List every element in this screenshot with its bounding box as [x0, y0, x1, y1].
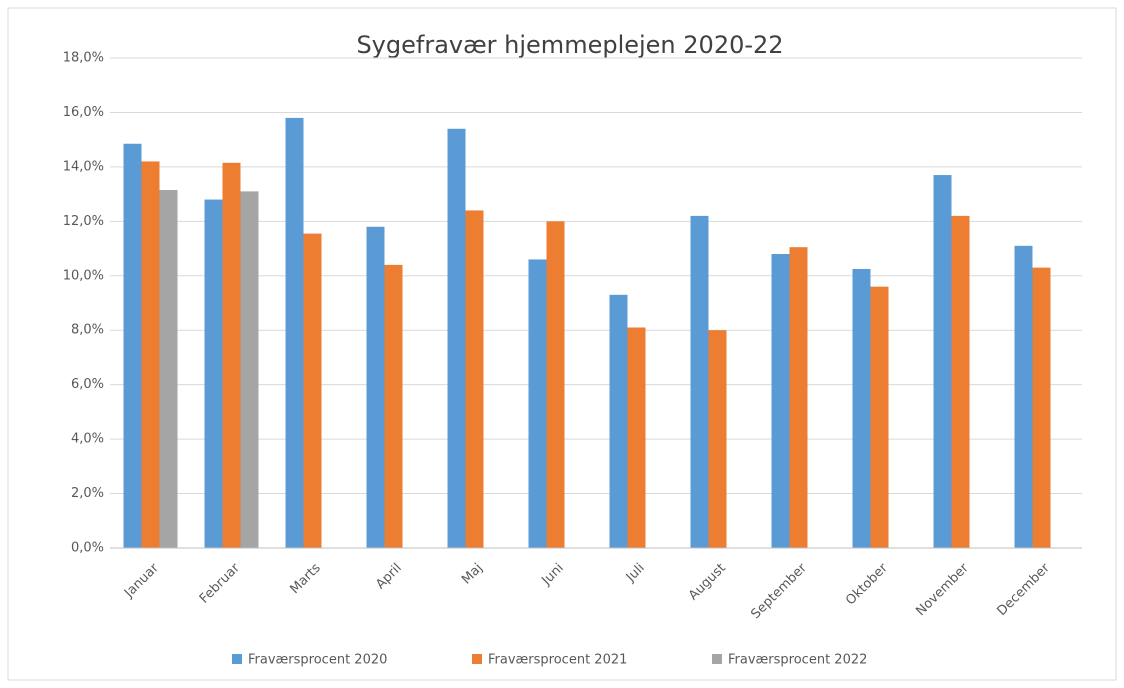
legend-label: Fraværsprocent 2022 — [728, 653, 867, 668]
legend-swatch — [472, 654, 482, 664]
y-tick-label: 8,0% — [71, 323, 104, 338]
y-tick-label: 10,0% — [63, 268, 104, 283]
bar — [204, 199, 223, 549]
legend-swatch — [232, 654, 242, 664]
y-tick-label: 6,0% — [71, 377, 104, 392]
bar — [222, 162, 241, 549]
bar — [384, 264, 403, 548]
bar — [789, 247, 808, 548]
bar — [123, 143, 142, 548]
bar — [1014, 245, 1033, 549]
y-tick-label: 0,0% — [71, 541, 104, 556]
y-tick-label: 18,0% — [63, 51, 104, 66]
legend-label: Fraværsprocent 2020 — [248, 653, 387, 668]
bar — [141, 161, 160, 548]
bar — [933, 175, 952, 549]
y-tick-label: 2,0% — [71, 486, 104, 501]
bar — [159, 190, 178, 548]
bar — [240, 191, 259, 548]
bar — [951, 215, 970, 548]
bar — [771, 254, 790, 548]
chart-title: Sygefravær hjemmeplejen 2020-22 — [356, 31, 783, 59]
bar — [366, 226, 385, 548]
legend-label: Fraværsprocent 2021 — [488, 653, 627, 668]
y-tick-label: 12,0% — [63, 214, 104, 229]
bar — [690, 215, 709, 548]
bar — [870, 286, 889, 548]
bar — [852, 268, 871, 548]
bar — [528, 259, 547, 548]
bar — [447, 128, 466, 548]
y-tick-label: 16,0% — [63, 105, 104, 120]
y-tick-label: 4,0% — [71, 432, 104, 447]
bar — [303, 233, 322, 549]
bar — [627, 327, 646, 548]
bar — [1032, 267, 1051, 548]
bar — [546, 221, 565, 549]
bar — [708, 330, 727, 548]
bar — [285, 117, 304, 548]
legend-swatch — [712, 654, 722, 664]
bar — [609, 294, 628, 548]
y-tick-label: 14,0% — [63, 159, 104, 174]
bar — [465, 210, 484, 548]
